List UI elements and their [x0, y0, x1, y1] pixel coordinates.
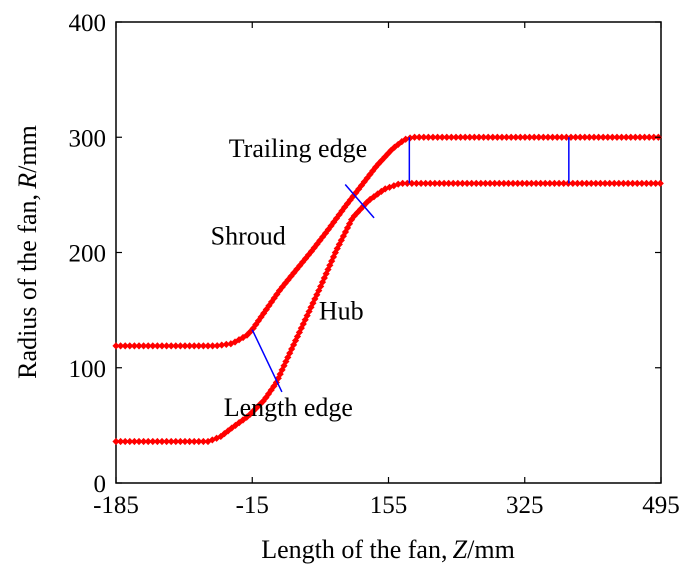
y-tick-label: 200: [69, 241, 107, 268]
x-axis-label: Length of the fan, Z/mm: [261, 535, 515, 564]
annotation-label: Length edge: [224, 393, 353, 422]
y-tick-label: 300: [69, 125, 107, 152]
y-tick-label: 0: [94, 471, 107, 498]
y-tick-label: 100: [69, 356, 107, 383]
annotation-group: Trailing edge Shroud Hub Length edge: [211, 134, 367, 422]
annotation-label: Shroud: [211, 221, 286, 250]
x-tick-label: 155: [370, 492, 408, 519]
annotation-label: Hub: [319, 296, 364, 325]
connector-group: [251, 137, 570, 393]
data-point: [656, 179, 664, 187]
connector-line: [251, 329, 283, 393]
tick-group: [115, 21, 662, 484]
tick-label-group: -185 -15 155 325 495 0 100 200 300 400: [69, 10, 680, 519]
connector-line: [344, 184, 375, 219]
series-1: [112, 133, 662, 350]
series-2: [112, 179, 664, 446]
x-tick-label: -185: [93, 492, 139, 519]
y-tick-label: 400: [69, 10, 107, 37]
series-group: [112, 133, 664, 446]
y-axis-label: Radius of the fan, R/mm: [13, 125, 42, 379]
plot-frame: [115, 21, 662, 484]
x-tick-label: 495: [642, 492, 680, 519]
x-tick-label: -15: [236, 492, 269, 519]
annotation-label: Trailing edge: [229, 134, 367, 163]
x-tick-label: 325: [506, 492, 544, 519]
